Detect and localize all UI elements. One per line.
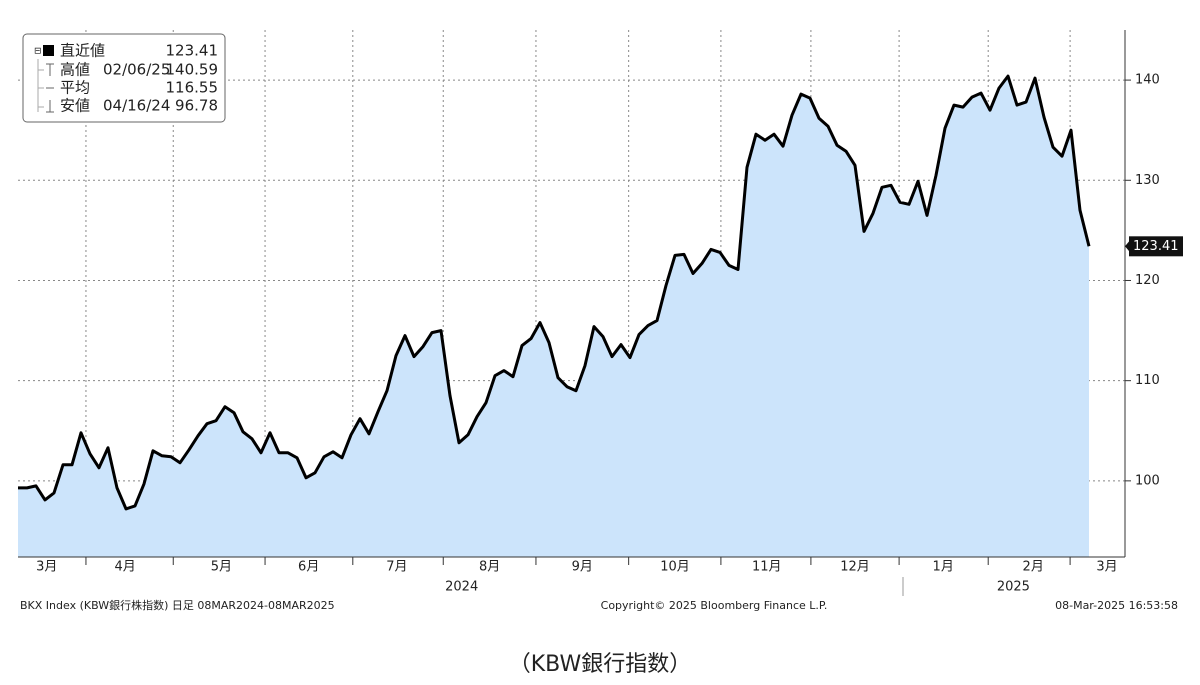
- last-value-label: 123.41: [1133, 239, 1179, 254]
- y-tick-label: 130: [1135, 173, 1160, 188]
- year-label: 2025: [997, 580, 1030, 595]
- year-label: 2024: [445, 580, 478, 595]
- y-tick-label: 140: [1135, 73, 1160, 88]
- y-tick-label: 120: [1135, 273, 1160, 288]
- footer-left: BKX Index (KBW銀行株指数) 日足 08MAR2024-08MAR2…: [20, 598, 335, 612]
- legend-label: 平均: [60, 79, 90, 97]
- legend-date: 04/16/24: [103, 97, 170, 115]
- area: [18, 76, 1089, 557]
- legend-icon: ⊟: [34, 47, 42, 57]
- x-tick-label: 11月: [752, 560, 782, 575]
- legend-value: 96.78: [175, 97, 218, 115]
- x-tick-label: 9月: [572, 560, 593, 575]
- legend-tree: [37, 59, 44, 112]
- legend-box: [22, 33, 226, 123]
- marks: [18, 74, 1091, 557]
- x-tick-label: 7月: [386, 560, 407, 575]
- x-tick-label: 2月: [1023, 560, 1044, 575]
- x-tick-label: 8月: [479, 560, 500, 575]
- line: [18, 74, 1091, 511]
- footer-right: 08-Mar-2025 16:53:58: [1055, 599, 1178, 612]
- y-tick-label: 110: [1135, 373, 1160, 388]
- legend-value: 140.59: [166, 61, 219, 79]
- y-tick-label: 100: [1135, 473, 1160, 488]
- x-tick-label: 10月: [660, 560, 690, 575]
- x-tick-label: 3月: [1096, 560, 1117, 575]
- legend-date: 02/06/25: [103, 61, 170, 79]
- x-tick-label: 4月: [114, 560, 135, 575]
- last-value-pointer: [1125, 240, 1130, 253]
- x-tick-label: 1月: [933, 560, 954, 575]
- x-tick-label: 5月: [211, 560, 232, 575]
- legend-label: 高値: [60, 61, 90, 79]
- legend-value: 116.55: [166, 79, 219, 97]
- legend-label: 直近値: [60, 42, 105, 60]
- x-tick-label: 12月: [840, 560, 870, 575]
- footer-center: Copyright© 2025 Bloomberg Finance L.P.: [601, 599, 828, 612]
- legend-label: 安値: [60, 97, 90, 115]
- caption: （KBW銀行指数）: [509, 652, 692, 677]
- legend-value: 123.41: [166, 42, 219, 60]
- legend-icon: [43, 45, 54, 56]
- x-tick-label: 6月: [298, 560, 319, 575]
- legend: ⊟ 直近値 123.41 高値 02/06/25 140.59 平均 116.5…: [22, 33, 226, 123]
- legend-icon: [46, 63, 54, 113]
- x-tick-label: 3月: [36, 560, 57, 575]
- last-value-box: [1129, 236, 1183, 257]
